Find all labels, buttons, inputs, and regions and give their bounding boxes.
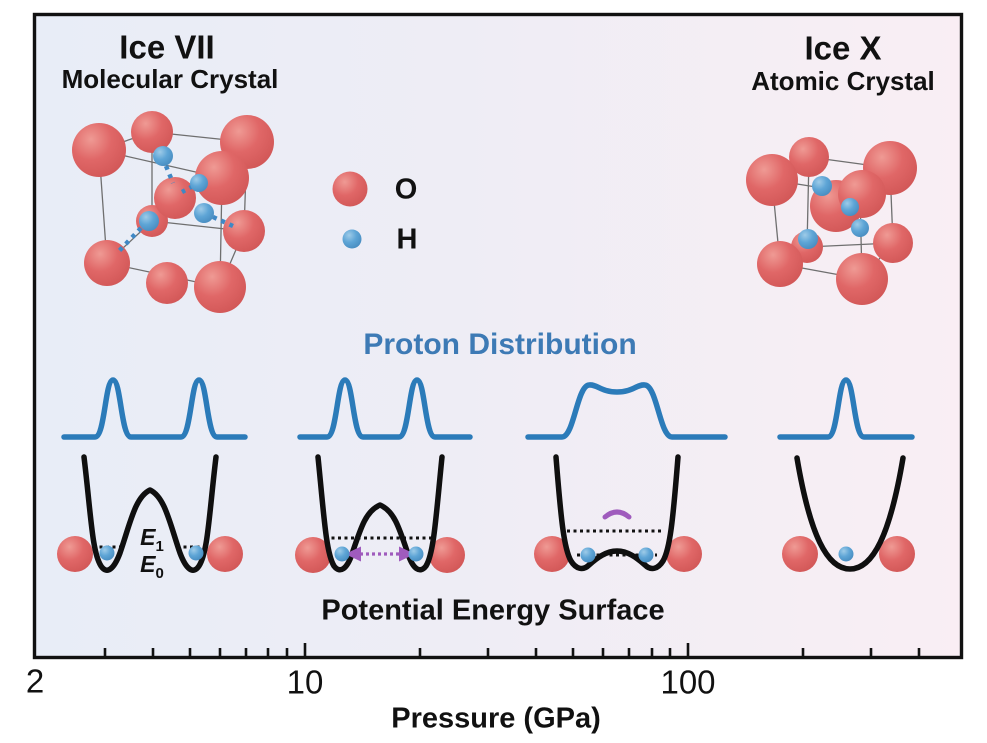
legend-oxygen-sphere [332, 171, 368, 207]
proton-hopping-arc [602, 509, 632, 520]
potential-curve-single-well [794, 455, 906, 572]
pes-oxygen-spheres [57, 536, 915, 573]
e1-sub: 1 [155, 537, 164, 555]
ice-x-title: Ice X [804, 29, 882, 67]
axis-tick-label-2: 2 [25, 662, 45, 700]
proton-distribution-curve-4 [777, 377, 915, 440]
ice-vii-hydrogen-atoms [139, 146, 214, 231]
e1-base: E [140, 524, 156, 551]
e0-base: E [140, 551, 156, 578]
axis-tick-label-10: 10 [286, 663, 324, 701]
potential-curve-double-well-medium [315, 454, 445, 573]
ice-vii-oxygen-atoms-front [72, 115, 274, 313]
proton-tunneling-arrow [345, 546, 415, 562]
ice-vii-structure [72, 111, 274, 313]
pes-hydrogen-atoms [99, 545, 854, 563]
ice-x-hydrogen-atoms [798, 176, 869, 249]
energy-level-e1-label: E1 [140, 526, 164, 554]
proton-distribution-curve-2 [297, 377, 473, 440]
potential-curve-double-well-shallow [553, 454, 681, 572]
proton-distribution-curve-1 [61, 377, 248, 440]
ice-vii-title: Ice VII [119, 28, 215, 66]
ice-vii-subtitle: Molecular Crystal [61, 64, 279, 94]
ice-x-subtitle: Atomic Crystal [751, 66, 935, 96]
potential-energy-surface-title: Potential Energy Surface [321, 594, 665, 627]
legend-oxygen-label: O [394, 173, 418, 206]
energy-level-e0-label: E0 [140, 553, 164, 581]
legend-hydrogen-label: H [396, 223, 418, 256]
proton-distribution-curve-3 [525, 382, 728, 440]
pressure-axis-ticks [103, 643, 921, 657]
legend-hydrogen-sphere [342, 229, 362, 249]
axis-tick-label-100: 100 [660, 663, 716, 701]
e0-sub: 0 [155, 564, 164, 582]
pressure-axis-label: Pressure (GPa) [391, 702, 601, 735]
ice-x-structure [746, 137, 917, 305]
proton-distribution-title: Proton Distribution [363, 328, 637, 361]
potential-curve-double-well-deep [81, 454, 219, 573]
ice-x-oxygen-atoms-front [746, 141, 917, 305]
